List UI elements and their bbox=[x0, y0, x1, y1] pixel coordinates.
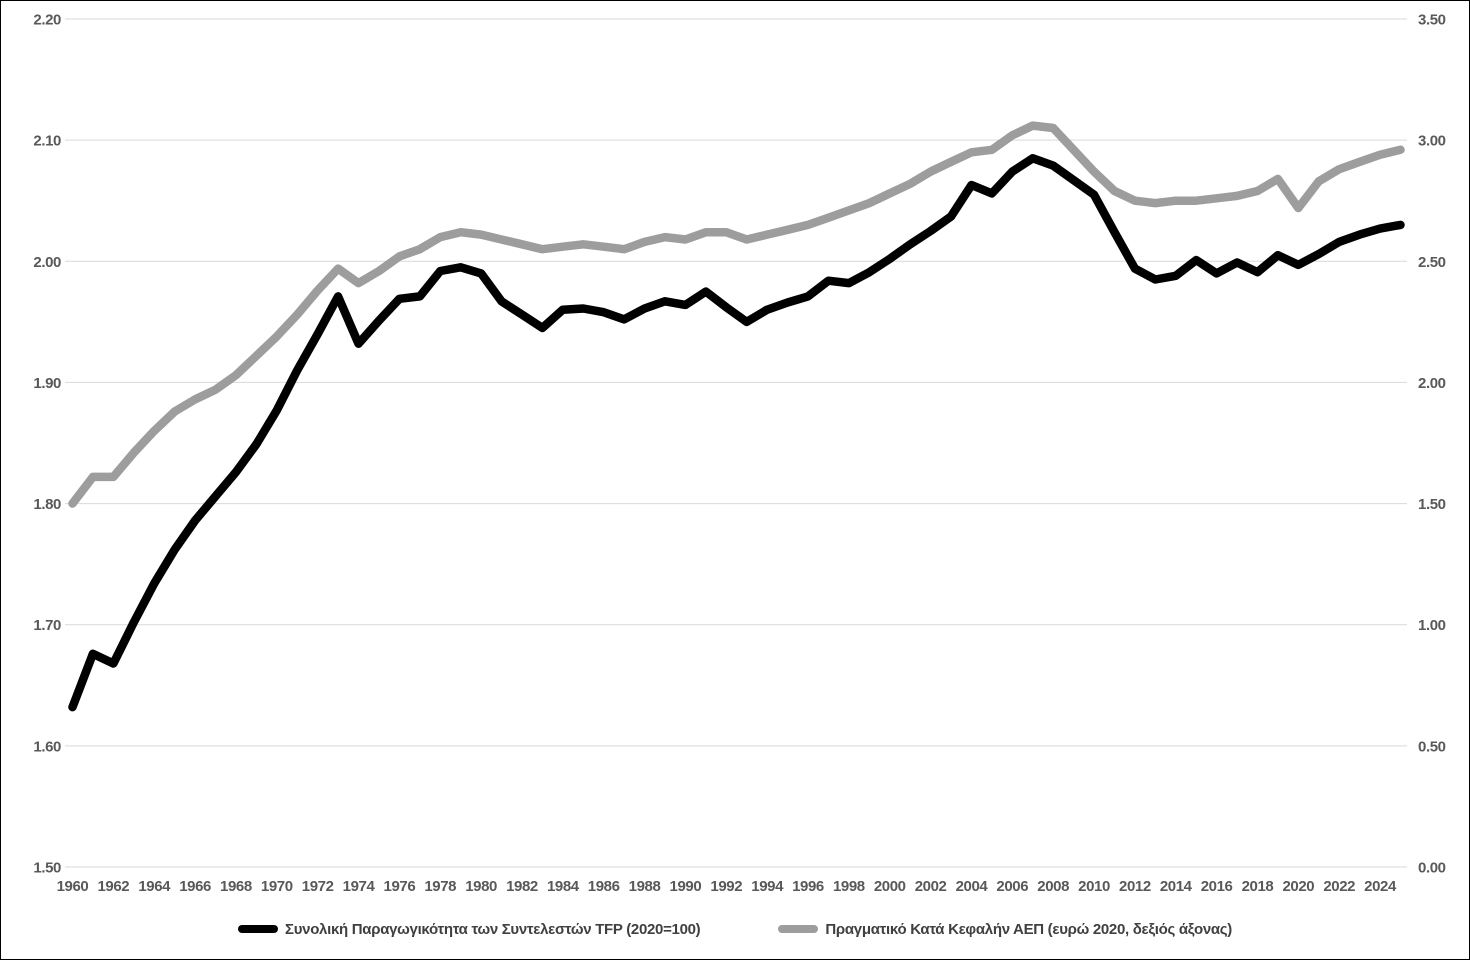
x-axis-tick-label: 1976 bbox=[384, 878, 416, 895]
right-axis-tick-label: 1.00 bbox=[1418, 617, 1446, 634]
tfp-legend-label: Συνολική Παραγωγικότητα των Συντελεστών … bbox=[285, 920, 701, 938]
left-axis-tick-label: 1.70 bbox=[33, 617, 61, 634]
x-axis-tick-label: 2004 bbox=[956, 878, 989, 895]
x-axis-tick-label: 1990 bbox=[670, 878, 702, 895]
left-axis-tick-label: 1.50 bbox=[33, 860, 61, 877]
x-axis-tick-label: 2010 bbox=[1078, 878, 1110, 895]
tfp-series-line bbox=[68, 154, 1405, 712]
right-axis-tick-label: 2.50 bbox=[1418, 254, 1446, 271]
left-axis-tick-label: 2.10 bbox=[33, 133, 61, 150]
x-axis-tick-label: 2020 bbox=[1282, 878, 1314, 895]
left-axis-tick-label: 1.90 bbox=[33, 375, 61, 392]
right-axis-tick-label: 0.00 bbox=[1418, 860, 1446, 877]
right-axis-tick-label: 1.50 bbox=[1418, 496, 1446, 513]
left-axis-tick-label: 1.60 bbox=[33, 738, 61, 755]
x-axis-tick-label: 1988 bbox=[629, 878, 661, 895]
x-axis-tick-label: 1966 bbox=[179, 878, 211, 895]
left-axis-tick-label: 2.20 bbox=[33, 12, 61, 29]
right-axis-tick-label: 3.50 bbox=[1418, 12, 1446, 29]
x-axis-tick-label: 1980 bbox=[465, 878, 497, 895]
x-axis-tick-label: 2022 bbox=[1323, 878, 1355, 895]
x-axis-tick-label: 2002 bbox=[915, 878, 947, 895]
x-axis-tick-label: 1978 bbox=[424, 878, 456, 895]
x-axis-tick-label: 2006 bbox=[996, 878, 1028, 895]
x-axis-tick-label: 1974 bbox=[343, 878, 376, 895]
x-axis-tick-label: 2014 bbox=[1160, 878, 1193, 895]
x-axis-tick-label: 1996 bbox=[792, 878, 824, 895]
x-axis-tick-label: 2000 bbox=[874, 878, 906, 895]
tfp-legend-marker-icon bbox=[238, 925, 279, 933]
chart-legend: Συνολική Παραγωγικότητα των Συντελεστών … bbox=[1, 909, 1469, 949]
x-axis-tick-label: 1982 bbox=[506, 878, 538, 895]
x-axis-tick-label: 1968 bbox=[220, 878, 252, 895]
x-axis-tick-label: 1964 bbox=[138, 878, 171, 895]
x-axis-tick-label: 1962 bbox=[97, 878, 129, 895]
gdp-series-line bbox=[68, 121, 1405, 508]
right-axis-tick-label: 0.50 bbox=[1418, 738, 1446, 755]
x-axis-tick-label: 2012 bbox=[1119, 878, 1151, 895]
gdp-legend-marker-icon bbox=[778, 925, 819, 933]
x-axis-tick-label: 2018 bbox=[1242, 878, 1274, 895]
x-axis-tick-label: 1972 bbox=[302, 878, 334, 895]
left-axis-tick-label: 1.80 bbox=[33, 496, 61, 513]
right-axis-tick-label: 2.00 bbox=[1418, 375, 1446, 392]
gdp-legend-label: Πραγματικό Κατά Κεφαλήν ΑΕΠ (ευρώ 2020, … bbox=[825, 920, 1232, 938]
x-axis-tick-label: 1992 bbox=[710, 878, 742, 895]
x-axis-tick-label: 1986 bbox=[588, 878, 620, 895]
x-axis-tick-label: 1998 bbox=[833, 878, 865, 895]
x-axis-tick-label: 2024 bbox=[1364, 878, 1397, 895]
legend-item-tfp: Συνολική Παραγωγικότητα των Συντελεστών … bbox=[238, 920, 701, 938]
x-axis-tick-label: 2016 bbox=[1201, 878, 1233, 895]
x-axis-tick-label: 1994 bbox=[751, 878, 784, 895]
legend-item-gdp: Πραγματικό Κατά Κεφαλήν ΑΕΠ (ευρώ 2020, … bbox=[778, 921, 1232, 938]
x-axis-tick-label: 2008 bbox=[1037, 878, 1069, 895]
left-axis-tick-label: 2.00 bbox=[33, 254, 61, 271]
x-axis-tick-label: 1960 bbox=[57, 878, 89, 895]
x-axis-tick-label: 1984 bbox=[547, 878, 580, 895]
x-axis-tick-label: 1970 bbox=[261, 878, 293, 895]
right-axis-tick-label: 3.00 bbox=[1418, 133, 1446, 150]
